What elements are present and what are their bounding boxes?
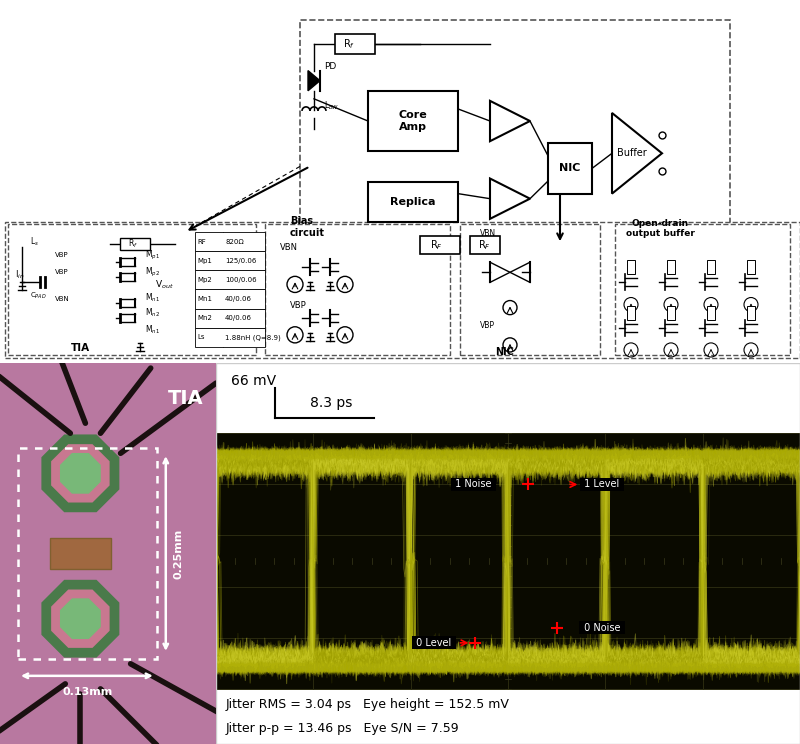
Bar [707, 306, 715, 320]
Text: 0 Level: 0 Level [413, 638, 454, 648]
Text: V$_{out}$: V$_{out}$ [155, 278, 174, 291]
Text: M$_{p1}$: M$_{p1}$ [145, 248, 160, 262]
Bar [195, 270, 265, 289]
Text: VBP: VBP [55, 252, 69, 258]
Text: VBP: VBP [290, 301, 306, 310]
Bar [460, 224, 600, 355]
Text: Replica: Replica [390, 196, 436, 207]
Text: TIA: TIA [70, 343, 90, 353]
Text: VBP: VBP [480, 321, 495, 330]
Bar [368, 91, 458, 151]
Polygon shape [60, 598, 101, 639]
Bar [300, 20, 730, 262]
Text: 0.13mm: 0.13mm [62, 687, 113, 697]
Bar [368, 182, 458, 222]
Text: VBP: VBP [55, 269, 69, 275]
Text: R$_f$: R$_f$ [343, 37, 355, 51]
Bar [195, 328, 265, 347]
Bar [747, 260, 755, 275]
Bar [667, 306, 675, 320]
Polygon shape [51, 444, 110, 502]
Text: Mn1: Mn1 [197, 296, 212, 302]
Text: 125/0.06: 125/0.06 [225, 257, 256, 263]
Bar [18, 449, 157, 658]
Text: 1.88nH (Q=8.9): 1.88nH (Q=8.9) [225, 334, 281, 341]
Text: Jitter p-p = 13.46 ps   Eye S/N = 7.59: Jitter p-p = 13.46 ps Eye S/N = 7.59 [226, 722, 459, 735]
Text: Core
Amp: Core Amp [398, 110, 427, 132]
Text: 0 Noise: 0 Noise [581, 623, 623, 633]
Polygon shape [51, 589, 110, 648]
Polygon shape [60, 453, 101, 494]
Bar [5, 222, 800, 358]
Bar [120, 238, 150, 250]
Polygon shape [308, 71, 320, 91]
Text: Mn2: Mn2 [197, 315, 212, 321]
Text: M$_{n2}$: M$_{n2}$ [145, 307, 160, 319]
Text: Ls: Ls [197, 334, 205, 340]
Text: VBN: VBN [480, 229, 496, 238]
Bar [8, 224, 256, 355]
Text: VBN: VBN [280, 243, 298, 252]
Text: PD: PD [324, 62, 336, 71]
Bar [627, 260, 635, 275]
Text: VBN: VBN [55, 295, 70, 301]
Text: 8.3 ps: 8.3 ps [310, 396, 353, 410]
Text: Mp2: Mp2 [197, 277, 212, 283]
Bar [335, 34, 375, 54]
Text: Buffer: Buffer [617, 148, 647, 158]
Text: Open-drain
output buffer: Open-drain output buffer [626, 219, 694, 238]
Bar [195, 232, 265, 251]
Bar [216, 689, 800, 744]
Text: 40/0.06: 40/0.06 [225, 296, 252, 302]
Text: Mp1: Mp1 [197, 257, 212, 263]
Text: I$_{in}$: I$_{in}$ [15, 269, 25, 280]
Bar [195, 289, 265, 309]
Bar [627, 306, 635, 320]
Bar [420, 236, 460, 254]
Text: M$_{n1}$: M$_{n1}$ [145, 292, 160, 304]
Polygon shape [42, 434, 119, 512]
Bar [216, 363, 800, 433]
Polygon shape [490, 179, 530, 219]
Bar [548, 143, 592, 193]
Polygon shape [490, 101, 530, 141]
Text: Bias
circuit: Bias circuit [290, 217, 325, 238]
Text: NIC: NIC [495, 347, 514, 357]
Text: 100/0.06: 100/0.06 [225, 277, 257, 283]
Text: R$_F$: R$_F$ [430, 238, 443, 252]
Bar [265, 224, 450, 355]
Text: R$_f$: R$_f$ [128, 237, 138, 249]
Text: 66 mV: 66 mV [231, 374, 276, 388]
Bar [747, 306, 755, 320]
Bar [667, 260, 675, 275]
Text: Jitter RMS = 3.04 ps   Eye height = 152.5 mV: Jitter RMS = 3.04 ps Eye height = 152.5 … [226, 698, 510, 711]
Text: 1 Level: 1 Level [582, 479, 622, 490]
Text: M$_{p2}$: M$_{p2}$ [145, 266, 160, 279]
Polygon shape [42, 580, 119, 658]
Text: NIC: NIC [559, 164, 581, 173]
Text: M$_{n1}$: M$_{n1}$ [145, 324, 160, 336]
Bar [195, 309, 265, 328]
Text: C$_{PAD}$: C$_{PAD}$ [30, 290, 46, 301]
Text: 0.25mm: 0.25mm [174, 528, 184, 579]
Bar [615, 224, 790, 355]
Text: RF: RF [197, 239, 206, 245]
Bar [470, 236, 500, 254]
Polygon shape [612, 113, 662, 193]
Text: 40/0.06: 40/0.06 [225, 315, 252, 321]
Text: L$_s$: L$_s$ [30, 235, 39, 248]
Text: 820Ω: 820Ω [225, 239, 244, 245]
Bar [707, 260, 715, 275]
Bar [195, 251, 265, 270]
Bar [50, 539, 110, 568]
Text: R$_F$: R$_F$ [478, 238, 491, 252]
Text: L$_{BW}$: L$_{BW}$ [324, 100, 339, 112]
Text: TIA: TIA [168, 388, 204, 408]
Text: 1 Noise: 1 Noise [452, 479, 494, 490]
